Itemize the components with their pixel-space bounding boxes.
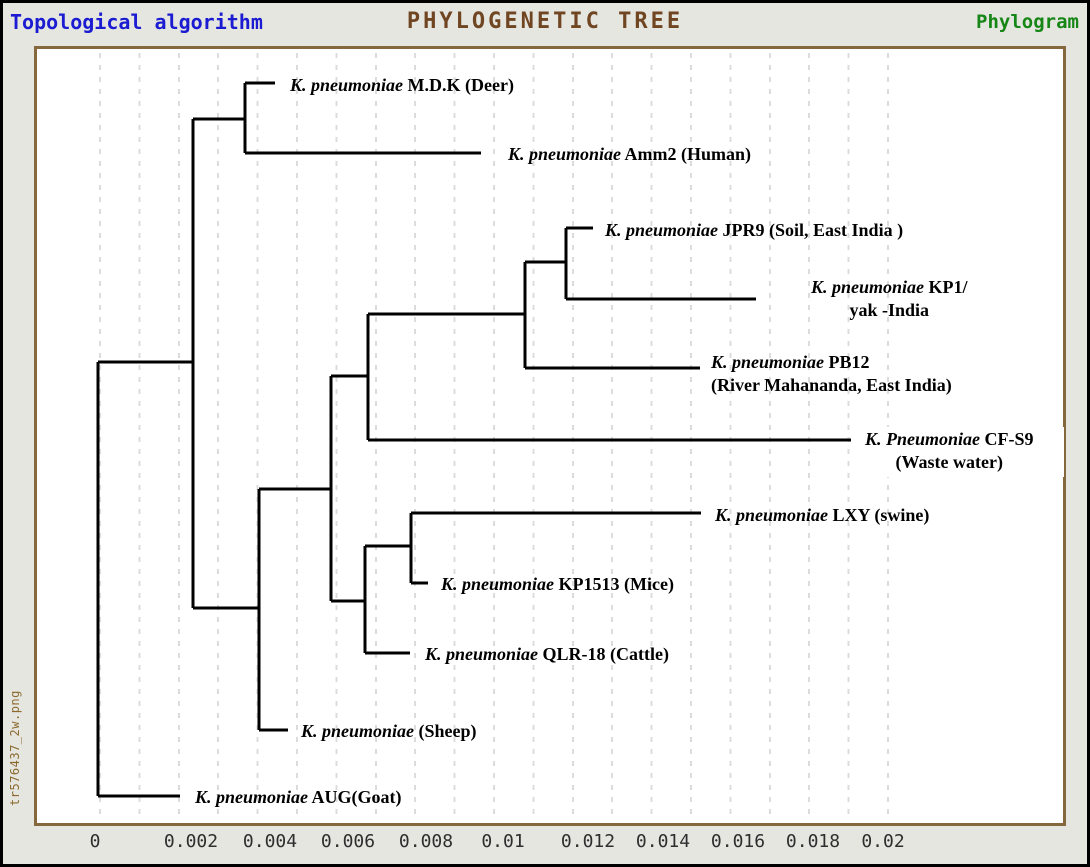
species-name: K. pneumoniae [605,219,719,240]
leaf-label-deer: K. pneumoniae M.D.K (Deer) [290,74,514,95]
axis-tick-0.018: 0.018 [785,831,841,852]
leaf-label-kp1_yak: K. pneumoniae KP1/yak -India [811,277,968,320]
header-right-label: Phylogram [976,11,1079,33]
leaf-label-jpr9: K. pneumoniae JPR9 (Soil, East India ) [605,219,904,240]
leaf-label-line2: (River Mahananda, East India) [711,375,952,395]
species-name: K. pneumoniae [715,504,829,525]
axis-tick-0.012: 0.012 [560,831,616,852]
species-name: K. pneumoniae [711,352,825,372]
leaf-label-qlr18: K. pneumoniae QLR-18 (Cattle) [425,643,669,664]
axis-tick-0.006: 0.006 [320,831,376,852]
filename-watermark: tr576437_2w.png [8,690,22,806]
axis-tick-0.016: 0.016 [710,831,766,852]
header-left-label: Topological algorithm [10,10,263,34]
leaf-label-pb12: K. pneumoniae PB12 (River Mahananda, East… [711,352,952,395]
leaf-label-line2: yak -India [849,300,930,320]
page-title: PHYLOGENETIC TREE [406,9,684,34]
phylogenetic-tree [96,53,889,818]
axis-tick-0.014: 0.014 [635,831,691,852]
leaf-label-line2: (Waste water) [895,452,1003,472]
leaf-label-amm2: K. pneumoniae Amm2 (Human) [508,143,752,164]
species-name: K. pneumoniae [290,74,404,95]
leaf-label-cf_s9: K. Pneumoniae CF-S9 (Waste water) [863,427,1064,477]
species-name: K. pneumoniae [508,143,622,164]
leaf-label-sheep: K. pneumoniae (Sheep) [301,720,477,741]
species-name: K. pneumoniae [425,643,539,664]
axis-tick-0.008: 0.008 [398,831,454,852]
species-name: K. Pneumoniae [865,429,981,449]
axis-tick-0: 0 [89,831,101,852]
species-name: K. pneumoniae [301,720,415,741]
leaf-label-aug_goat: K. pneumoniae AUG(Goat) [195,786,402,807]
axis-tick-0.002: 0.002 [163,831,219,852]
tree-plot-area: K. pneumoniae M.D.K (Deer) K. pneumoniae … [34,46,1066,826]
leaf-label-kp1513: K. pneumoniae KP1513 (Mice) [441,573,674,594]
axis-tick-0.02: 0.02 [861,831,905,852]
axis-tick-0.01: 0.01 [481,831,525,852]
axis-tick-0.004: 0.004 [242,831,298,852]
leaf-label-lxy: K. pneumoniae LXY (swine) [715,504,930,525]
species-name: K. pneumoniae [441,573,555,594]
species-name: K. pneumoniae [811,277,925,297]
species-name: K. pneumoniae [195,786,309,807]
